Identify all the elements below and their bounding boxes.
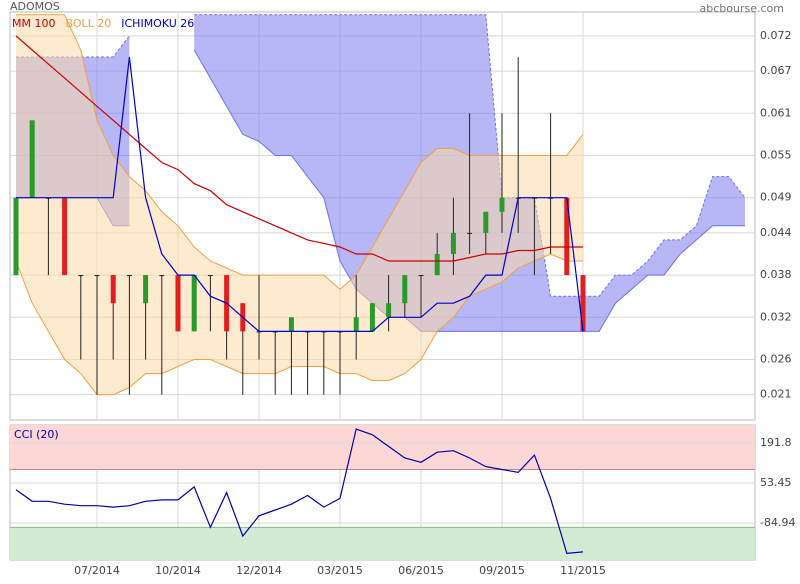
x-tick-label: 03/2015 <box>317 564 363 577</box>
candle-body <box>191 275 197 332</box>
candle-body <box>499 197 505 212</box>
candle-body <box>175 275 181 332</box>
y-tick-label: 0.032 <box>760 310 792 323</box>
x-tick-label: 09/2015 <box>479 564 525 577</box>
oversold-zone <box>10 527 755 560</box>
candle-body <box>580 275 586 332</box>
candle-body <box>288 317 294 332</box>
y-tick-label: 0.038 <box>760 268 792 281</box>
candle-body <box>126 275 132 277</box>
source: abcbourse.com <box>700 2 784 15</box>
candle-body <box>143 275 149 304</box>
cci-plot <box>10 425 755 560</box>
x-tick-label: 06/2015 <box>398 564 444 577</box>
x-tick-label: 10/2014 <box>155 564 201 577</box>
candle-body <box>207 275 213 277</box>
candle-body <box>467 232 473 234</box>
mm-line <box>15 35 583 262</box>
candle-body <box>94 275 100 277</box>
candle-body <box>159 275 165 277</box>
y-tick-label: 0.055 <box>760 149 792 162</box>
candle-body <box>483 211 489 233</box>
candle-body <box>78 275 84 277</box>
candle-body <box>110 275 116 304</box>
cci-title: CCI (20) <box>14 428 59 441</box>
candle-body <box>386 303 392 318</box>
y-tick-label: 53.45 <box>760 476 792 489</box>
y-tick-label: 0.026 <box>760 353 792 366</box>
candle-body <box>369 303 375 332</box>
x-tick-label: 11/2015 <box>560 564 606 577</box>
overbought-zone <box>10 425 755 470</box>
cci-line <box>15 428 584 555</box>
candle-body <box>29 120 35 198</box>
candle-body <box>418 275 424 277</box>
y-tick-label: 191.8 <box>760 436 792 449</box>
y-tick-label: 0.072 <box>760 29 792 42</box>
y-tick-label: -84.94 <box>760 516 795 529</box>
candle-body <box>353 317 359 332</box>
bollinger-lower <box>15 253 583 396</box>
y-tick-label: 0.061 <box>760 106 792 119</box>
legend-entry: BOLL 20 <box>65 17 111 30</box>
y-tick-label: 0.067 <box>760 64 792 77</box>
labels: ADOMOS abcbourse.com CCI (20) 0.021 0.026… <box>10 0 795 577</box>
legend-entry: MM 100 <box>12 17 55 30</box>
candle-body <box>450 232 456 254</box>
x-tick-label: 12/2014 <box>236 564 282 577</box>
ichimoku-line <box>16 56 584 332</box>
main-plot <box>10 12 755 420</box>
y-tick-label: 0.049 <box>760 191 792 204</box>
candle-body <box>13 197 19 276</box>
y-tick-label: 0.044 <box>760 226 792 239</box>
candle-body <box>402 275 408 304</box>
candle-body <box>434 253 440 276</box>
y-tick-label: 0.021 <box>760 388 792 401</box>
chart-title: ADOMOS <box>10 0 60 13</box>
legend-entry: ICHIMOKU 26 <box>121 17 194 30</box>
bollinger-band <box>16 14 583 395</box>
candle-body <box>62 197 68 276</box>
bollinger-upper <box>16 14 584 290</box>
candle-body <box>564 197 570 276</box>
x-tick-label: 07/2014 <box>74 564 120 577</box>
